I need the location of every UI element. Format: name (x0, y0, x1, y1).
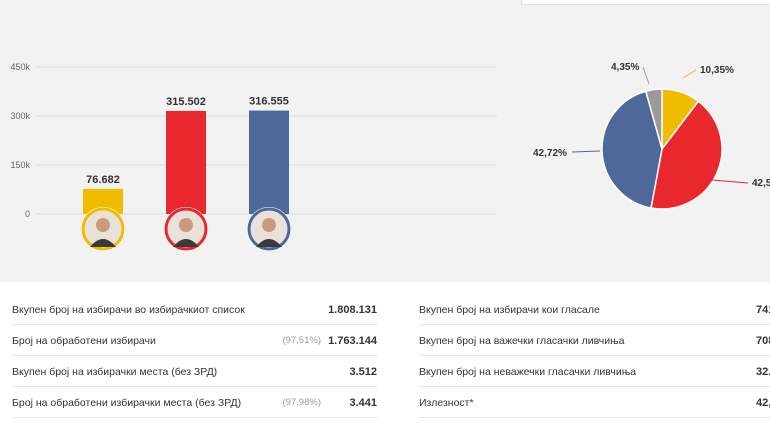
stat-label: Број на обработени избирачки места (без … (12, 396, 242, 409)
avatar-shoulders (256, 239, 282, 247)
avatar-face (262, 218, 276, 232)
avatar-face (96, 218, 110, 232)
stat-value: 3.512 (349, 365, 377, 378)
bar (166, 110, 206, 214)
pie-chart: 10,35% 42,5 42,72% 4,35% (533, 62, 770, 210)
pie-slice-label: 42,72% (533, 148, 567, 159)
y-tick-label: 0 (25, 209, 30, 219)
stat-label: Вкупен број на неважечки гласачки ливчињ… (419, 365, 637, 378)
stat-value: 32.2 (756, 365, 770, 378)
stat-label: Излезност* (419, 396, 474, 409)
stat-label: Вкупен број на избирачи кои гласале (419, 303, 600, 316)
pie-leader-line (682, 69, 697, 79)
stat-row: Вкупен број на избирачки места (без ЗРД)… (12, 357, 377, 387)
stat-value: 3.441 (349, 396, 377, 409)
top-right-panel (521, 0, 770, 5)
stat-percent: (97,98%) (282, 397, 321, 408)
stat-row: Излезност* 42,0 (419, 388, 770, 418)
stat-value: 42,0 (756, 396, 770, 409)
avatar-shoulders (173, 239, 199, 247)
stat-value: 741.0 (756, 303, 770, 316)
statistics-table: Вкупен број на избирачи во избирачкиот с… (0, 295, 770, 433)
bar-value-label: 76.682 (86, 174, 120, 186)
bar-chart: 0 150k 300k 450k 76.682 315.502 316.555 (10, 62, 497, 251)
stat-label: Вкупен број на избирачи во избирачкиот с… (12, 303, 245, 316)
pie-leader-line (642, 66, 650, 85)
bar (249, 110, 289, 214)
avatar-yellow (81, 207, 125, 251)
pie-slice (650, 100, 723, 210)
stat-row: Вкупен број на избирачи кои гласале 741.… (419, 295, 770, 325)
pie-slice-label: 10,35% (700, 65, 734, 76)
pie-slice (644, 88, 663, 150)
stat-value: 1.808.131 (328, 303, 377, 316)
avatar-red (164, 207, 208, 251)
pie-leader-line (571, 150, 601, 153)
y-tick-label: 150k (10, 160, 30, 170)
avatar-blue (247, 207, 291, 251)
avatar-shoulders (90, 239, 116, 247)
stat-value: 1.763.144 (328, 334, 377, 347)
stat-row: Број на обработени избирачи (97,51%) 1.7… (12, 326, 377, 356)
results-chart-panel: 0 150k 300k 450k 76.682 315.502 316.555 10,35%… (0, 0, 770, 282)
bar-value-label: 316.555 (249, 96, 289, 108)
stat-value: 708.7 (756, 334, 770, 347)
stat-row: Вкупен број на неважечки гласачки ливчињ… (419, 357, 770, 387)
y-tick-label: 300k (10, 111, 30, 121)
pie-slice (601, 90, 663, 209)
pie-slice-label: 42,5 (752, 178, 770, 189)
bar-value-label: 315.502 (166, 96, 206, 108)
avatar-face (179, 218, 193, 232)
pie-leader-line (711, 179, 749, 184)
stat-label: Вкупен број на избирачки места (без ЗРД) (12, 365, 218, 378)
y-tick-label: 450k (10, 62, 30, 72)
pie-slice-label: 4,35% (611, 62, 639, 73)
stat-row: Број на обработени избирачки места (без … (12, 388, 377, 418)
stat-percent: (97,51%) (282, 335, 321, 346)
stat-row: Вкупен број на важечки гласачки ливчиња … (419, 326, 770, 356)
stat-row: Вкупен број на избирачи во избирачкиот с… (12, 295, 377, 325)
stat-label: Вкупен број на важечки гласачки ливчиња (419, 334, 625, 347)
stat-label: Број на обработени избирачи (12, 334, 156, 347)
